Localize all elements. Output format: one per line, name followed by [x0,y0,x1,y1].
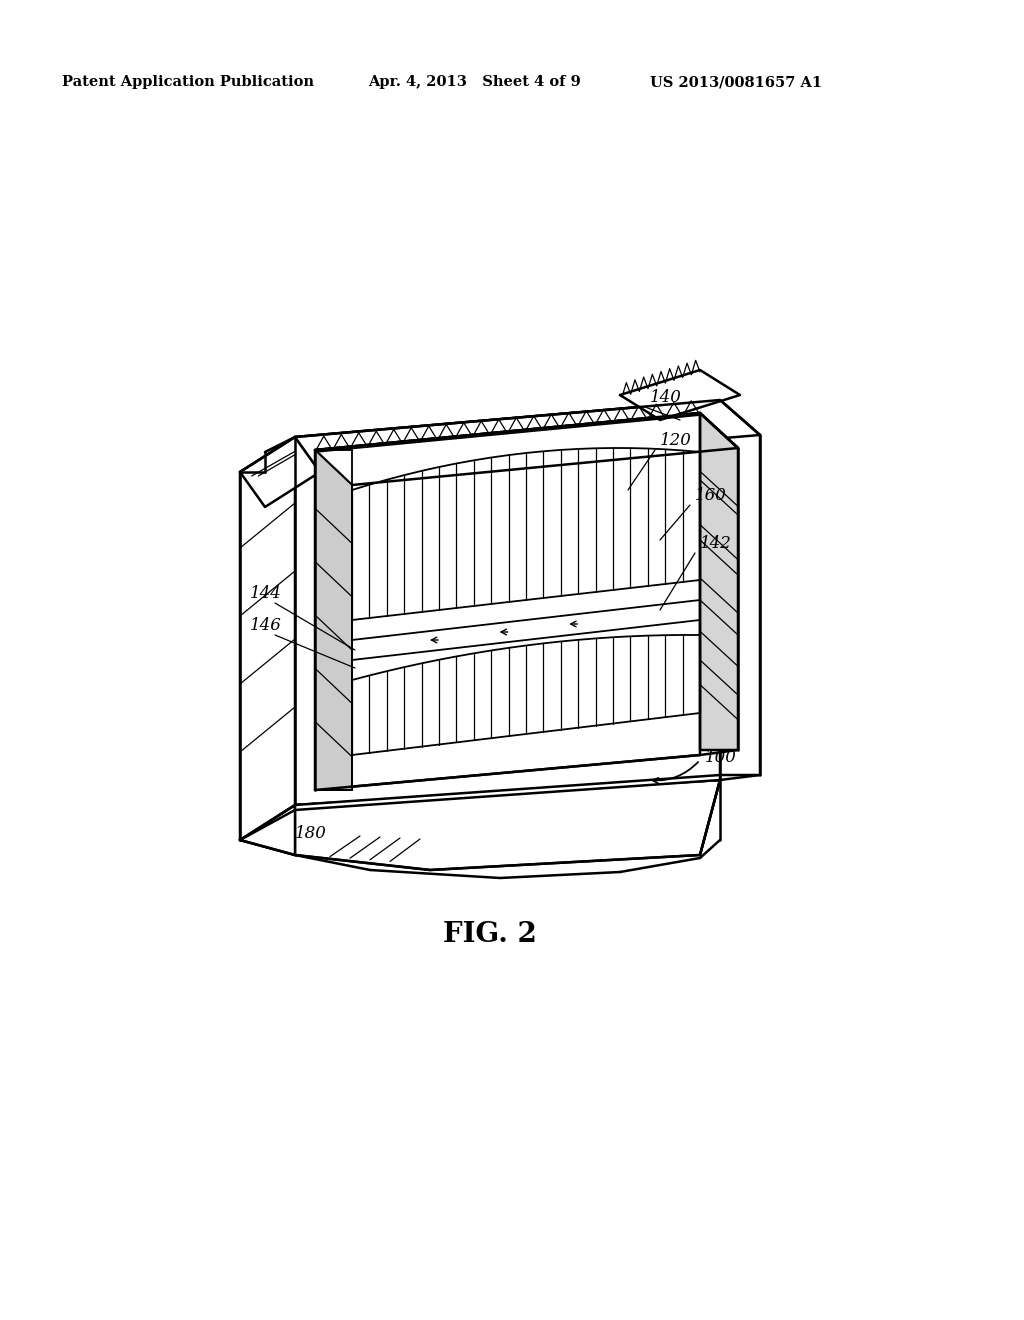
Text: FIG. 2: FIG. 2 [443,921,537,949]
Polygon shape [620,370,740,420]
Text: Patent Application Publication: Patent Application Publication [62,75,314,88]
Polygon shape [315,413,738,484]
Polygon shape [295,775,720,810]
Polygon shape [315,413,700,789]
Polygon shape [240,437,319,507]
Polygon shape [295,780,720,870]
Text: 146: 146 [250,616,282,634]
Polygon shape [700,413,738,750]
Polygon shape [240,810,295,855]
Polygon shape [295,400,760,473]
Text: US 2013/0081657 A1: US 2013/0081657 A1 [650,75,822,88]
Text: 180: 180 [295,825,327,842]
Text: 120: 120 [660,432,692,449]
Polygon shape [720,400,760,775]
Text: 160: 160 [695,487,727,504]
Text: 100: 100 [705,748,737,766]
Text: 144: 144 [250,585,282,602]
Text: 142: 142 [700,535,732,552]
Text: 140: 140 [650,389,682,407]
Text: Apr. 4, 2013   Sheet 4 of 9: Apr. 4, 2013 Sheet 4 of 9 [368,75,581,88]
Polygon shape [240,437,295,840]
Polygon shape [315,450,352,789]
Polygon shape [240,780,720,870]
